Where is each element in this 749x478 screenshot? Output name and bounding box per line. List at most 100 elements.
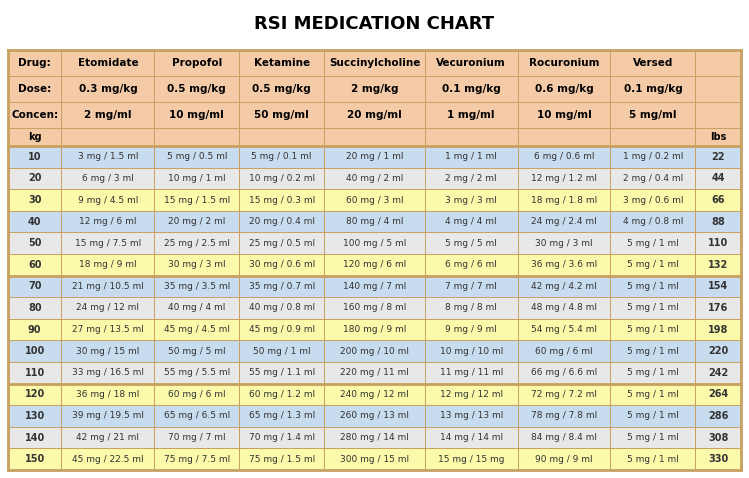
Text: 300 mg / 15 ml: 300 mg / 15 ml xyxy=(340,455,409,464)
Text: 40 mg / 0.8 ml: 40 mg / 0.8 ml xyxy=(249,304,315,313)
Text: 0.1 mg/kg: 0.1 mg/kg xyxy=(442,84,500,94)
Text: 33 mg / 16.5 ml: 33 mg / 16.5 ml xyxy=(72,369,144,377)
Text: 5 mg / 0.1 ml: 5 mg / 0.1 ml xyxy=(252,152,312,161)
Text: 20 mg / 0.4 ml: 20 mg / 0.4 ml xyxy=(249,217,315,226)
Text: 30 mg / 3 ml: 30 mg / 3 ml xyxy=(536,239,593,248)
Text: 20 mg / 1 ml: 20 mg / 1 ml xyxy=(346,152,403,161)
Text: 18 mg / 1.8 ml: 18 mg / 1.8 ml xyxy=(531,196,597,205)
Text: 18 mg / 9 ml: 18 mg / 9 ml xyxy=(79,261,137,269)
Text: Succinylcholine: Succinylcholine xyxy=(329,58,420,68)
Bar xyxy=(8,384,741,405)
Text: 70 mg / 1.4 ml: 70 mg / 1.4 ml xyxy=(249,433,315,442)
Bar xyxy=(8,189,741,211)
Bar xyxy=(8,362,741,384)
Text: Drug:: Drug: xyxy=(19,58,51,68)
Text: 5 mg / 1 ml: 5 mg / 1 ml xyxy=(627,455,679,464)
Bar xyxy=(8,50,741,76)
Text: 3 mg / 1.5 ml: 3 mg / 1.5 ml xyxy=(78,152,138,161)
Text: 5 mg / 5 ml: 5 mg / 5 ml xyxy=(446,239,497,248)
Text: 60 mg / 1.2 ml: 60 mg / 1.2 ml xyxy=(249,390,315,399)
Text: 3 mg / 0.6 ml: 3 mg / 0.6 ml xyxy=(622,196,683,205)
Text: 200 mg / 10 ml: 200 mg / 10 ml xyxy=(340,347,409,356)
Text: 4 mg / 0.8 ml: 4 mg / 0.8 ml xyxy=(622,217,683,226)
Text: 6 mg / 3 ml: 6 mg / 3 ml xyxy=(82,174,134,183)
Text: 90 mg / 9 ml: 90 mg / 9 ml xyxy=(536,455,593,464)
Text: 40 mg / 2 ml: 40 mg / 2 ml xyxy=(346,174,403,183)
Text: 198: 198 xyxy=(708,325,728,335)
Text: 30 mg / 3 ml: 30 mg / 3 ml xyxy=(168,261,225,269)
Text: 70 mg / 7 ml: 70 mg / 7 ml xyxy=(168,433,225,442)
Bar xyxy=(8,211,741,232)
Bar xyxy=(8,76,741,102)
Text: 30 mg / 15 ml: 30 mg / 15 ml xyxy=(76,347,139,356)
Text: 11 mg / 11 ml: 11 mg / 11 ml xyxy=(440,369,503,377)
Text: 140: 140 xyxy=(25,433,45,443)
Text: 5 mg / 1 ml: 5 mg / 1 ml xyxy=(627,304,679,313)
Text: 48 mg / 4.8 ml: 48 mg / 4.8 ml xyxy=(531,304,597,313)
Text: 45 mg / 4.5 ml: 45 mg / 4.5 ml xyxy=(164,325,230,334)
Text: 160 mg / 8 ml: 160 mg / 8 ml xyxy=(343,304,406,313)
Text: 5 mg / 1 ml: 5 mg / 1 ml xyxy=(627,412,679,421)
Text: Concen:: Concen: xyxy=(11,110,58,120)
Bar xyxy=(8,405,741,427)
Text: 220 mg / 11 ml: 220 mg / 11 ml xyxy=(340,369,409,377)
Text: 3 mg / 3 ml: 3 mg / 3 ml xyxy=(446,196,497,205)
Text: 84 mg / 8.4 ml: 84 mg / 8.4 ml xyxy=(531,433,597,442)
Text: 4 mg / 4 ml: 4 mg / 4 ml xyxy=(446,217,497,226)
Text: 75 mg / 7.5 ml: 75 mg / 7.5 ml xyxy=(163,455,230,464)
Bar xyxy=(8,168,741,189)
Text: 60 mg / 6 ml: 60 mg / 6 ml xyxy=(168,390,225,399)
Text: 20 mg/ml: 20 mg/ml xyxy=(347,110,402,120)
Text: 35 mg / 3.5 ml: 35 mg / 3.5 ml xyxy=(163,282,230,291)
Text: Vecuronium: Vecuronium xyxy=(437,58,506,68)
Text: Propofol: Propofol xyxy=(172,58,222,68)
Text: 120 mg / 6 ml: 120 mg / 6 ml xyxy=(343,261,406,269)
Text: 36 mg / 3.6 ml: 36 mg / 3.6 ml xyxy=(531,261,597,269)
Text: 0.1 mg/kg: 0.1 mg/kg xyxy=(623,84,682,94)
Text: 10 mg / 0.2 ml: 10 mg / 0.2 ml xyxy=(249,174,315,183)
Text: 5 mg/ml: 5 mg/ml xyxy=(629,110,676,120)
Text: 30 mg / 0.6 ml: 30 mg / 0.6 ml xyxy=(249,261,315,269)
Text: 150: 150 xyxy=(25,454,45,464)
Bar xyxy=(8,128,741,146)
Text: 120: 120 xyxy=(25,390,45,400)
Text: 55 mg / 1.1 ml: 55 mg / 1.1 ml xyxy=(249,369,315,377)
Text: 100: 100 xyxy=(25,346,45,356)
Text: 24 mg / 12 ml: 24 mg / 12 ml xyxy=(76,304,139,313)
Text: 39 mg / 19.5 ml: 39 mg / 19.5 ml xyxy=(72,412,144,421)
Text: 70: 70 xyxy=(28,282,41,292)
Text: 45 mg / 22.5 ml: 45 mg / 22.5 ml xyxy=(72,455,144,464)
Text: 0.5 mg/kg: 0.5 mg/kg xyxy=(167,84,226,94)
Text: 35 mg / 0.7 ml: 35 mg / 0.7 ml xyxy=(249,282,315,291)
Text: 15 mg / 0.3 ml: 15 mg / 0.3 ml xyxy=(249,196,315,205)
Text: 50 mg / 5 ml: 50 mg / 5 ml xyxy=(168,347,225,356)
Text: 100 mg / 5 ml: 100 mg / 5 ml xyxy=(343,239,406,248)
Text: 154: 154 xyxy=(708,282,728,292)
Text: 1 mg / 1 ml: 1 mg / 1 ml xyxy=(446,152,497,161)
Text: 66 mg / 6.6 ml: 66 mg / 6.6 ml xyxy=(531,369,597,377)
Text: 10 mg/ml: 10 mg/ml xyxy=(537,110,592,120)
Text: 42 mg / 4.2 ml: 42 mg / 4.2 ml xyxy=(531,282,597,291)
Text: Versed: Versed xyxy=(633,58,673,68)
Text: 0.5 mg/kg: 0.5 mg/kg xyxy=(252,84,311,94)
Text: 280 mg / 14 ml: 280 mg / 14 ml xyxy=(340,433,409,442)
Text: 10 mg / 10 ml: 10 mg / 10 ml xyxy=(440,347,503,356)
Bar xyxy=(8,232,741,254)
Text: 5 mg / 1 ml: 5 mg / 1 ml xyxy=(627,282,679,291)
Text: 10: 10 xyxy=(28,152,41,162)
Text: 286: 286 xyxy=(708,411,728,421)
Text: 5 mg / 1 ml: 5 mg / 1 ml xyxy=(627,325,679,334)
Text: 5 mg / 1 ml: 5 mg / 1 ml xyxy=(627,261,679,269)
Text: 12 mg / 6 ml: 12 mg / 6 ml xyxy=(79,217,136,226)
Text: lbs: lbs xyxy=(710,132,727,142)
Bar xyxy=(8,319,741,340)
Text: 40: 40 xyxy=(28,217,41,227)
Text: 60 mg / 6 ml: 60 mg / 6 ml xyxy=(536,347,593,356)
Bar xyxy=(8,297,741,319)
Text: 2 mg / 0.4 ml: 2 mg / 0.4 ml xyxy=(622,174,683,183)
Text: 45 mg / 0.9 ml: 45 mg / 0.9 ml xyxy=(249,325,315,334)
Text: 60: 60 xyxy=(28,260,41,270)
Text: 72 mg / 7.2 ml: 72 mg / 7.2 ml xyxy=(531,390,597,399)
Bar xyxy=(8,427,741,448)
Text: 88: 88 xyxy=(712,217,725,227)
